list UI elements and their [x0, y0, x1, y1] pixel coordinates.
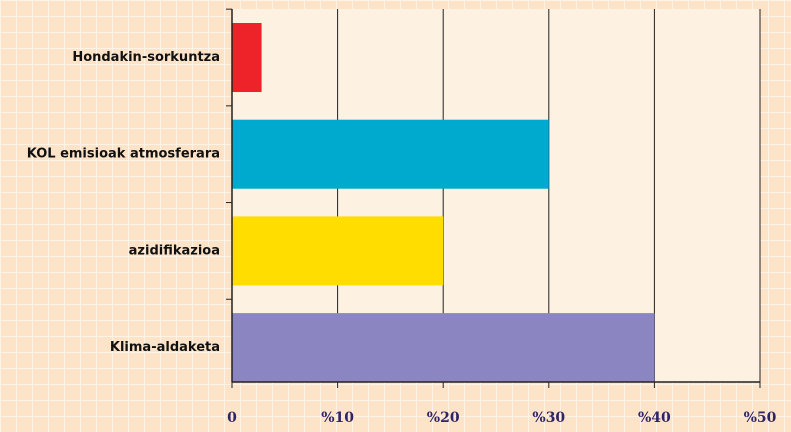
y-tick-label: Hondakin-sorkuntza — [72, 50, 220, 65]
x-tick-label: %10 — [321, 410, 354, 426]
y-tick-label: Klima-aldaketa — [110, 340, 220, 355]
y-tick-label: azidifikazioa — [129, 243, 220, 258]
x-tick-label: 0 — [227, 410, 237, 426]
bar — [232, 313, 655, 383]
x-tick-label: %50 — [744, 410, 777, 426]
bar — [232, 119, 549, 189]
x-tick-label: %40 — [638, 410, 671, 426]
x-tick-label: %20 — [427, 410, 460, 426]
x-tick-label: %30 — [532, 410, 565, 426]
bar — [232, 216, 444, 286]
y-tick-label: KOL emisioak atmosferara — [27, 147, 220, 162]
bar — [232, 23, 262, 92]
